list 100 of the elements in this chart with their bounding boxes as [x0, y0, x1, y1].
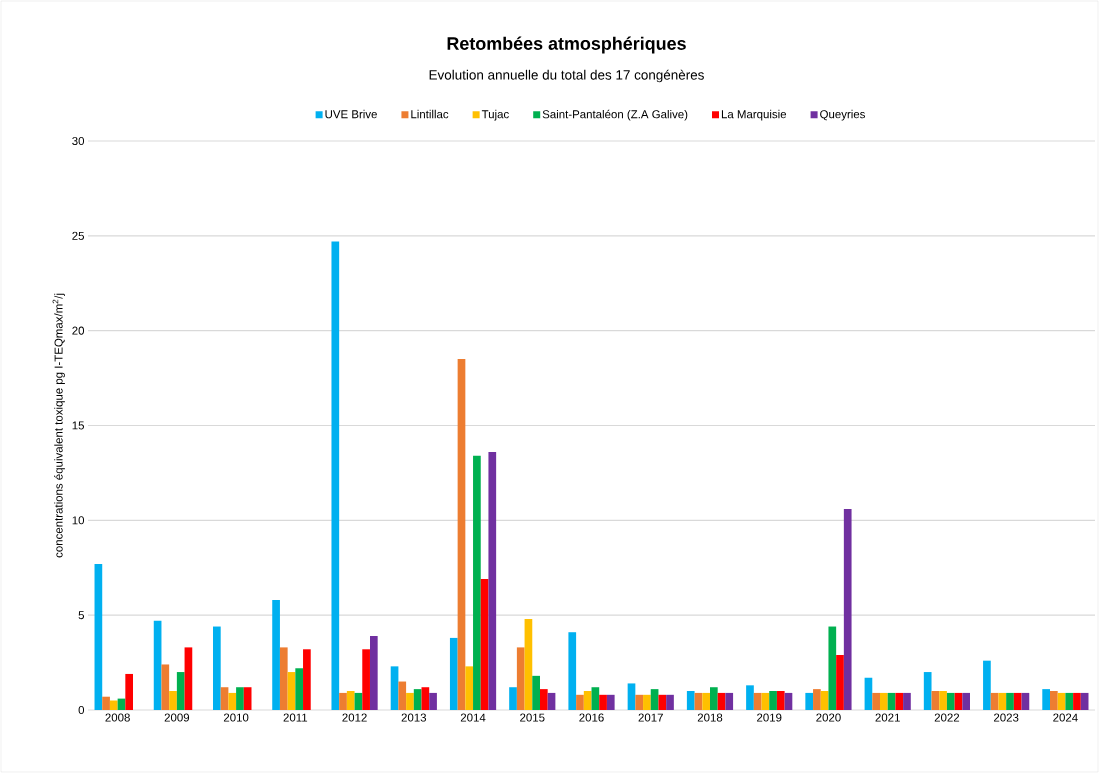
x-tick-label: 2019	[757, 713, 782, 722]
bar	[184, 647, 193, 710]
bar	[746, 685, 754, 710]
bar	[473, 455, 481, 710]
bar	[94, 563, 103, 710]
bar	[879, 692, 888, 710]
legend-label: Lintillac	[411, 109, 449, 119]
x-tick-label: 2014	[460, 713, 486, 722]
bar	[1080, 692, 1089, 710]
bar	[836, 654, 844, 710]
bar	[369, 636, 378, 710]
bar	[983, 660, 991, 710]
bar	[903, 692, 911, 710]
x-tick-label: 2010	[223, 713, 249, 722]
x-tick-label: 2017	[638, 713, 663, 722]
x-tick-label: 2015	[520, 713, 545, 722]
bar	[686, 691, 695, 710]
bar	[169, 691, 177, 710]
bar	[931, 691, 940, 710]
x-tick-label: 2008	[105, 713, 130, 722]
bar	[872, 692, 880, 710]
bar	[962, 692, 971, 710]
legend-label: La Marquisie	[721, 109, 787, 121]
x-tick-label: 2016	[579, 713, 604, 722]
bar	[769, 691, 777, 710]
bar	[303, 649, 311, 710]
y-axis-title: concentrations équivalent toxique pg I-TEQmax/m$^{2}$/j	[52, 293, 65, 558]
bar	[1042, 689, 1050, 710]
bar	[954, 692, 963, 710]
x-tick-label: 2012	[342, 713, 367, 722]
legend-label: Tujac	[481, 109, 509, 121]
bar	[429, 692, 437, 710]
bar	[658, 694, 667, 710]
bar	[243, 687, 252, 710]
bar	[591, 687, 600, 710]
bar	[272, 599, 280, 710]
legend-label: Saint-Pantaléon (Z.A Galive)	[542, 109, 688, 121]
bar	[1013, 692, 1022, 710]
bar	[532, 675, 540, 710]
bar	[923, 672, 932, 710]
y-tick-label: 15	[72, 421, 85, 430]
bar	[820, 691, 829, 710]
bar	[539, 689, 548, 710]
bar	[220, 687, 229, 710]
bar	[125, 673, 134, 710]
bar	[1021, 692, 1030, 710]
bar	[568, 632, 577, 710]
x-tick-label: 2018	[697, 713, 723, 722]
bar	[864, 677, 873, 710]
bar	[354, 692, 363, 710]
bar	[1049, 691, 1058, 710]
x-tick-label: 2009	[164, 713, 190, 722]
bar	[339, 692, 347, 710]
bar	[406, 692, 414, 710]
bar	[990, 692, 999, 710]
x-tick-label: 2013	[401, 713, 427, 722]
chart-subtitle: Evolution annuelle du total des 17 congénères	[429, 69, 704, 83]
bar	[1073, 692, 1081, 710]
bar	[643, 694, 651, 710]
bar	[413, 689, 422, 710]
bar	[753, 692, 762, 710]
bar	[635, 694, 644, 710]
bar	[895, 692, 904, 710]
bar	[694, 692, 703, 710]
bar	[828, 626, 837, 710]
bar	[287, 672, 296, 710]
x-tick-label: 2011	[283, 713, 308, 722]
bar	[843, 508, 852, 710]
bar	[346, 691, 355, 710]
bar	[1057, 692, 1066, 710]
bar	[109, 700, 118, 710]
legend-label: UVE Brive	[325, 109, 377, 119]
bar	[295, 668, 304, 710]
bar	[717, 692, 726, 710]
bar	[666, 694, 674, 710]
legend-label: Queyries	[820, 109, 865, 121]
bar	[946, 692, 955, 710]
y-tick-label: 25	[72, 231, 85, 240]
bar	[627, 683, 636, 710]
bar	[805, 692, 814, 710]
y-tick-label: 5	[78, 611, 85, 620]
bar	[599, 694, 607, 710]
bar	[702, 692, 710, 710]
bar	[488, 452, 497, 710]
bar	[236, 687, 244, 710]
bar	[516, 647, 525, 710]
x-tick-label: 2024	[1053, 713, 1078, 722]
bar	[161, 664, 170, 710]
bar	[1006, 692, 1014, 710]
y-tick-label: 0	[78, 705, 85, 715]
bar	[509, 687, 517, 710]
bar	[153, 620, 162, 710]
x-tick-label: 2020	[816, 713, 841, 722]
bar	[390, 666, 399, 710]
y-tick-label: 20	[72, 326, 85, 335]
bar	[583, 691, 592, 710]
bar	[331, 241, 340, 710]
bar	[887, 692, 896, 710]
y-tick-label: 10	[72, 516, 85, 525]
chart-title: Retombées atmosphériques	[447, 36, 686, 54]
